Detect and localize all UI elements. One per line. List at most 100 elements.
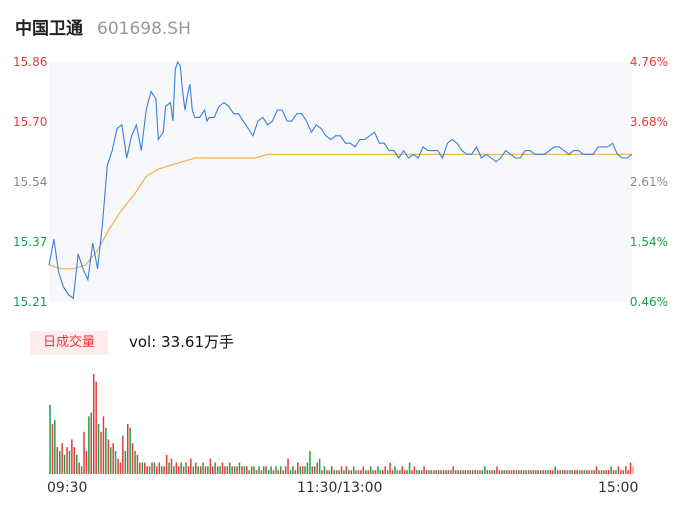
- volume-bar: [554, 466, 556, 474]
- volume-bar: [110, 447, 112, 474]
- volume-bar: [80, 466, 83, 474]
- volume-bar: [284, 466, 287, 474]
- volume-bar: [566, 470, 569, 474]
- volume-bar: [78, 462, 80, 474]
- volume-bar: [192, 466, 195, 474]
- volume-bar: [513, 470, 515, 474]
- volume-bar: [331, 466, 333, 474]
- volume-bar: [190, 458, 192, 474]
- volume-bar: [379, 470, 382, 474]
- volume-bar: [59, 450, 61, 474]
- volume-bar: [117, 458, 119, 474]
- volume-value: vol: 33.61万手: [129, 333, 234, 351]
- volume-bar: [209, 458, 212, 474]
- volume-bar: [202, 462, 204, 474]
- volume-bar: [474, 470, 476, 474]
- volume-bar: [260, 470, 263, 474]
- chart-header: 中国卫通 601698.SH: [15, 14, 191, 39]
- volume-bar: [185, 462, 187, 474]
- volume-bar: [498, 470, 501, 474]
- volume-bar: [114, 450, 117, 474]
- volume-bar: [603, 470, 605, 474]
- volume-bar: [153, 462, 156, 474]
- volume-bar: [505, 470, 508, 474]
- volume-bar: [136, 454, 139, 474]
- volume-badge[interactable]: 日成交量: [30, 331, 108, 355]
- volume-bar: [267, 470, 270, 474]
- volume-bar: [437, 470, 440, 474]
- volume-bar: [97, 424, 100, 474]
- volume-bar: [326, 470, 328, 474]
- volume-bar: [221, 462, 224, 474]
- volume-bar: [148, 466, 151, 474]
- volume-bar: [391, 470, 394, 474]
- volume-bar: [66, 447, 68, 474]
- volume-bar: [270, 466, 272, 474]
- volume-bar: [520, 470, 522, 474]
- volume-bar: [199, 466, 202, 474]
- volume-bar: [287, 458, 289, 474]
- volume-bar: [464, 470, 467, 474]
- percent-tick-label: 4.76%: [630, 55, 668, 69]
- volume-bar: [61, 443, 63, 474]
- volume-bar: [168, 462, 170, 474]
- percent-tick-label: 2.61%: [630, 175, 668, 189]
- volume-bar: [73, 447, 75, 474]
- volume-bar: [406, 470, 408, 474]
- volume-bar: [83, 431, 85, 474]
- volume-bar: [122, 435, 124, 474]
- volume-bar: [491, 470, 493, 474]
- volume-bar: [144, 462, 146, 474]
- volume-bar: [243, 466, 246, 474]
- volume-bar: [255, 470, 258, 474]
- volume-bar: [161, 466, 163, 474]
- volume-bar: [294, 470, 297, 474]
- volume-bar: [139, 462, 141, 474]
- volume-bar: [629, 462, 632, 474]
- volume-bar: [620, 470, 622, 474]
- volume-bar: [578, 470, 581, 474]
- volume-bar: [93, 374, 95, 474]
- volume-bar: [282, 470, 284, 474]
- volume-bar: [304, 466, 306, 474]
- volume-bar: [49, 404, 51, 474]
- volume-bar: [486, 470, 488, 474]
- volume-bar: [591, 470, 593, 474]
- volume-bar: [338, 470, 340, 474]
- volume-bar: [484, 466, 486, 474]
- volume-bar: [357, 470, 360, 474]
- volume-bar: [527, 470, 530, 474]
- average-price-line: [48, 153, 632, 270]
- volume-bar: [289, 470, 292, 474]
- volume-bar: [297, 462, 299, 474]
- volume-bar: [173, 466, 175, 474]
- volume-bar: [90, 412, 92, 474]
- price-axis-labels: 15.86 15.70 15.54 15.37 15.21: [13, 55, 47, 309]
- volume-bar: [420, 470, 423, 474]
- volume-bar: [119, 462, 122, 474]
- volume-bar: [275, 466, 277, 474]
- volume-bar: [250, 466, 253, 474]
- volume-bar: [163, 466, 165, 474]
- volume-bar: [335, 470, 338, 474]
- volume-bar: [141, 462, 144, 474]
- volume-bar: [316, 462, 318, 474]
- volume-bar: [348, 470, 350, 474]
- volume-bar: [571, 470, 573, 474]
- price-line: [48, 60, 633, 300]
- volume-bar: [63, 454, 66, 474]
- volume-bar: [539, 470, 542, 474]
- volume-bar: [216, 466, 219, 474]
- percent-axis-labels: 4.76% 3.68% 2.61% 1.54% 0.46%: [630, 55, 668, 309]
- volume-bar: [605, 470, 607, 474]
- volume-bar: [430, 470, 433, 474]
- volume-bar: [248, 470, 250, 474]
- volume-bar: [246, 466, 248, 474]
- volume-bar: [76, 454, 78, 474]
- volume-bar: [467, 470, 469, 474]
- volume-bar: [625, 466, 627, 474]
- volume-bar: [71, 439, 73, 474]
- volume-bar: [178, 466, 180, 474]
- volume-bar: [107, 439, 110, 474]
- volume-bar: [457, 470, 459, 474]
